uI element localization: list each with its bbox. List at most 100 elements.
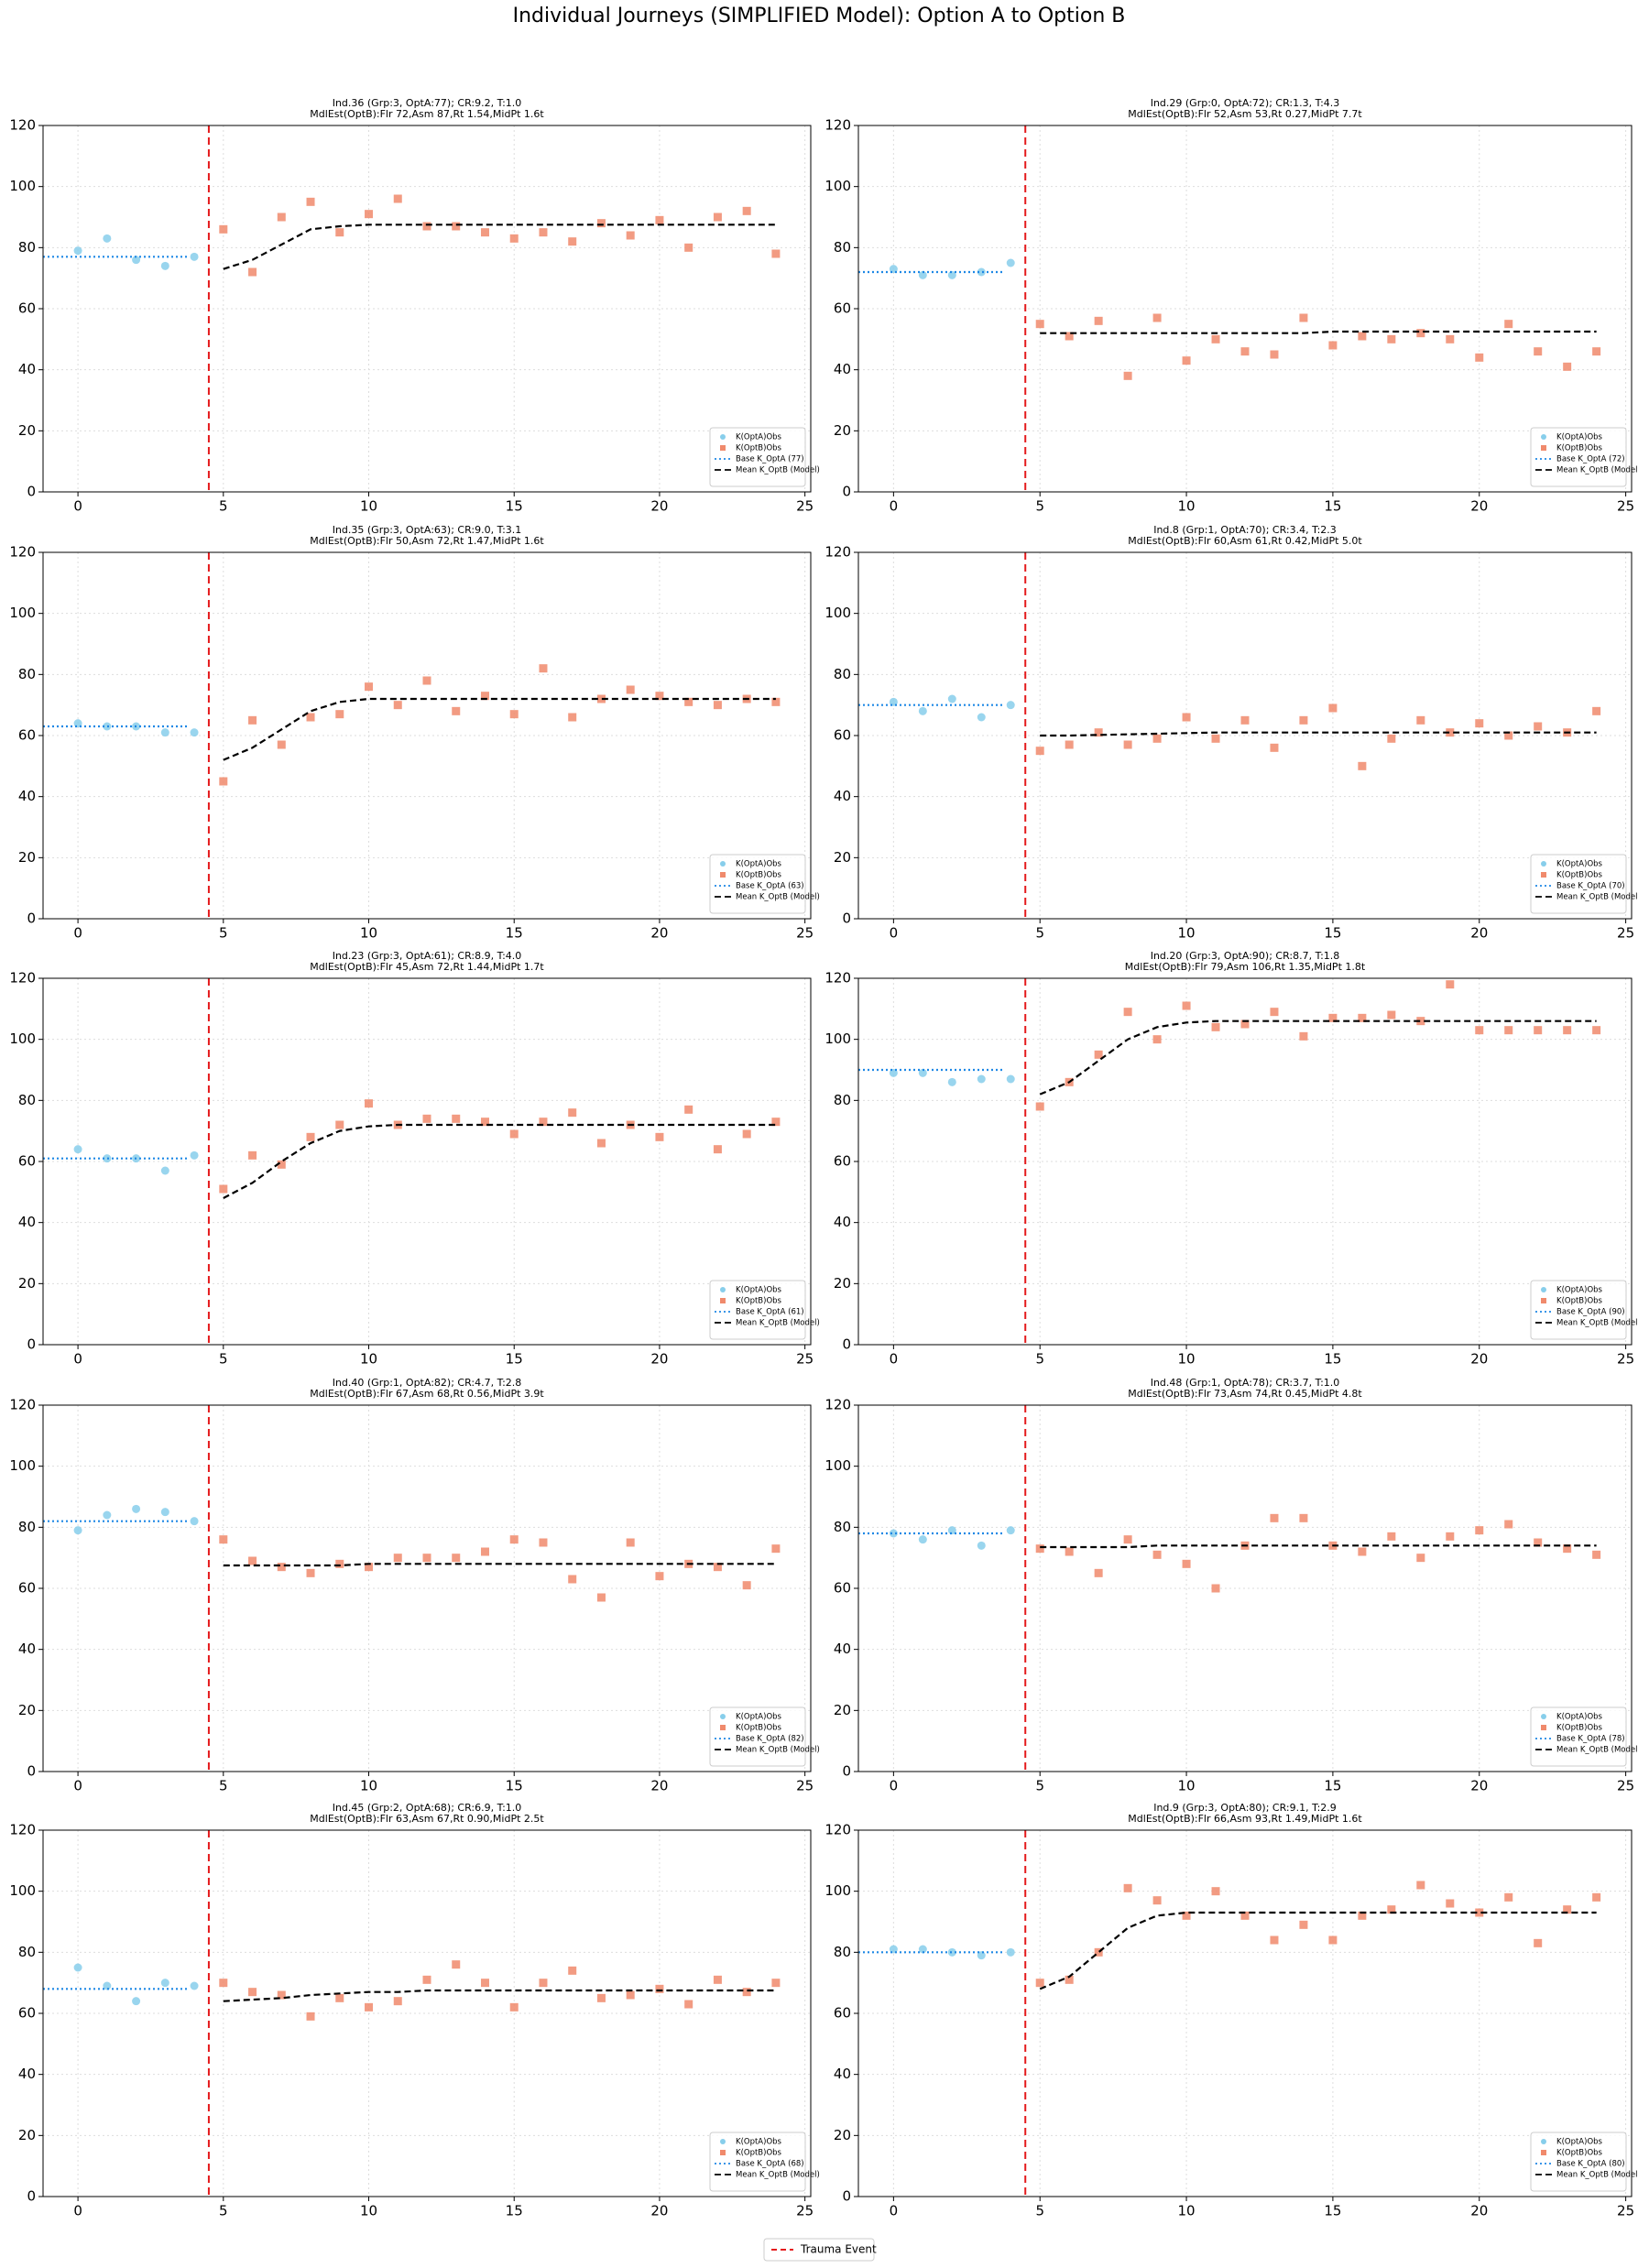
obs-point	[103, 1981, 112, 1990]
obs-point	[1504, 1520, 1513, 1529]
x-tick-label: 5	[219, 2203, 228, 2219]
panel-title: Ind.23 (Grp:3, OptA:61); CR:8.9, T:4.0	[333, 950, 522, 962]
x-tick-label: 20	[650, 1351, 668, 1368]
x-tick-label: 15	[1324, 1778, 1341, 1794]
y-tick-label: 20	[834, 849, 851, 866]
obs-point	[1534, 1026, 1543, 1035]
obs-point	[1211, 1584, 1220, 1593]
obs-point	[655, 1132, 664, 1141]
x-tick-label: 10	[1178, 1351, 1196, 1368]
legend-label: K(OptA)Obs	[1556, 860, 1603, 869]
obs-point	[539, 664, 548, 673]
obs-point	[1211, 334, 1220, 343]
legend-swatch	[1541, 1287, 1546, 1292]
y-tick-label: 100	[9, 1457, 36, 1474]
obs-point	[1211, 1887, 1220, 1896]
obs-point	[393, 701, 402, 710]
y-tick-label: 40	[18, 1641, 36, 1657]
y-tick-label: 80	[834, 1944, 851, 1960]
obs-point	[1065, 1547, 1074, 1556]
y-tick-label: 80	[18, 1519, 36, 1535]
obs-point	[335, 1993, 344, 2002]
obs-point	[277, 1563, 286, 1572]
series-line	[1039, 1911, 1597, 1990]
x-tick-label: 25	[796, 1351, 814, 1368]
legend-label: Base K_OptA (77)	[736, 455, 804, 464]
obs-point	[1475, 1526, 1484, 1535]
x-tick-label: 5	[1035, 2203, 1044, 2219]
legend-box	[1530, 1280, 1627, 1340]
legend-label: K(OptA)Obs	[1556, 433, 1603, 442]
panel-subtitle: MdlEst(OptB):Flr 72,Asm 87,Rt 1.54,MidPt…	[310, 108, 544, 120]
x-tick-label: 5	[219, 925, 228, 942]
y-tick-label: 120	[9, 1397, 36, 1413]
y-tick-label: 60	[834, 727, 851, 744]
y-tick-label: 120	[9, 117, 36, 134]
obs-point	[160, 1979, 169, 1988]
obs-point	[655, 1572, 664, 1581]
obs-point	[190, 1517, 199, 1526]
y-tick-label: 0	[27, 910, 36, 927]
obs-point	[1094, 316, 1103, 325]
obs-point	[626, 1990, 635, 2000]
obs-point	[742, 1988, 751, 1997]
axes-frame	[42, 551, 812, 920]
obs-point	[1534, 1938, 1543, 1947]
legend-box	[709, 1280, 806, 1340]
y-tick-label: 80	[18, 1092, 36, 1108]
obs-point	[248, 267, 257, 277]
x-tick-label: 10	[1178, 1778, 1196, 1794]
x-tick-label: 25	[796, 1778, 814, 1794]
legend-label: K(OptA)Obs	[736, 860, 782, 869]
legend-box	[709, 2132, 806, 2192]
obs-point	[422, 222, 431, 231]
obs-point	[219, 1184, 228, 1194]
obs-point	[1504, 1892, 1513, 1902]
x-tick-label: 5	[1035, 1778, 1044, 1794]
x-tick-label: 15	[506, 925, 523, 942]
obs-point	[1240, 347, 1250, 356]
y-tick-label: 100	[9, 178, 36, 194]
obs-point	[596, 1139, 606, 1148]
obs-point	[422, 1554, 431, 1563]
figure-title: Individual Journeys (SIMPLIFIED Model): …	[513, 5, 1126, 27]
obs-point	[480, 692, 489, 701]
obs-point	[452, 706, 461, 715]
obs-point	[539, 1538, 548, 1547]
obs-point	[335, 710, 344, 719]
obs-point	[365, 682, 374, 692]
x-tick-label: 0	[890, 925, 899, 942]
x-tick-label: 10	[1178, 925, 1196, 942]
obs-point	[1270, 1935, 1279, 1945]
y-tick-label: 100	[824, 1457, 851, 1474]
legend-label: K(OptA)Obs	[1556, 1713, 1603, 1722]
legend-label: K(OptB)Obs	[1556, 1297, 1603, 1306]
axes-frame	[857, 1404, 1633, 1772]
y-tick-label: 120	[9, 970, 36, 987]
obs-point	[1387, 734, 1396, 743]
legend-label: Mean K_OptB (Model)	[736, 466, 820, 475]
obs-point	[977, 267, 986, 277]
x-tick-label: 15	[506, 1351, 523, 1368]
y-tick-label: 40	[834, 2066, 851, 2082]
series-line	[1040, 1544, 1597, 1549]
y-tick-label: 0	[842, 484, 851, 500]
axes-frame	[42, 977, 812, 1346]
panel-subtitle: MdlEst(OptB):Flr 50,Asm 72,Rt 1.47,MidPt…	[310, 535, 544, 547]
obs-point	[918, 270, 927, 279]
panel: Ind.35 (Grp:3, OptA:63); CR:9.0, T:3.1Md…	[9, 524, 819, 942]
y-tick-label: 80	[18, 1944, 36, 1960]
panel: Ind.8 (Grp:1, OptA:70); CR:3.4, T:2.3Mdl…	[824, 524, 1638, 942]
series-line	[223, 1563, 776, 1567]
obs-point	[713, 213, 722, 222]
x-tick-label: 25	[1617, 2203, 1634, 2219]
obs-point	[596, 694, 606, 703]
obs-point	[918, 1945, 927, 1954]
obs-point	[1152, 1896, 1162, 1905]
obs-point	[248, 715, 257, 725]
obs-point	[1211, 734, 1220, 743]
obs-point	[1123, 740, 1132, 749]
obs-point	[73, 1963, 82, 1972]
obs-point	[1592, 1892, 1601, 1902]
obs-point	[1592, 1026, 1601, 1035]
